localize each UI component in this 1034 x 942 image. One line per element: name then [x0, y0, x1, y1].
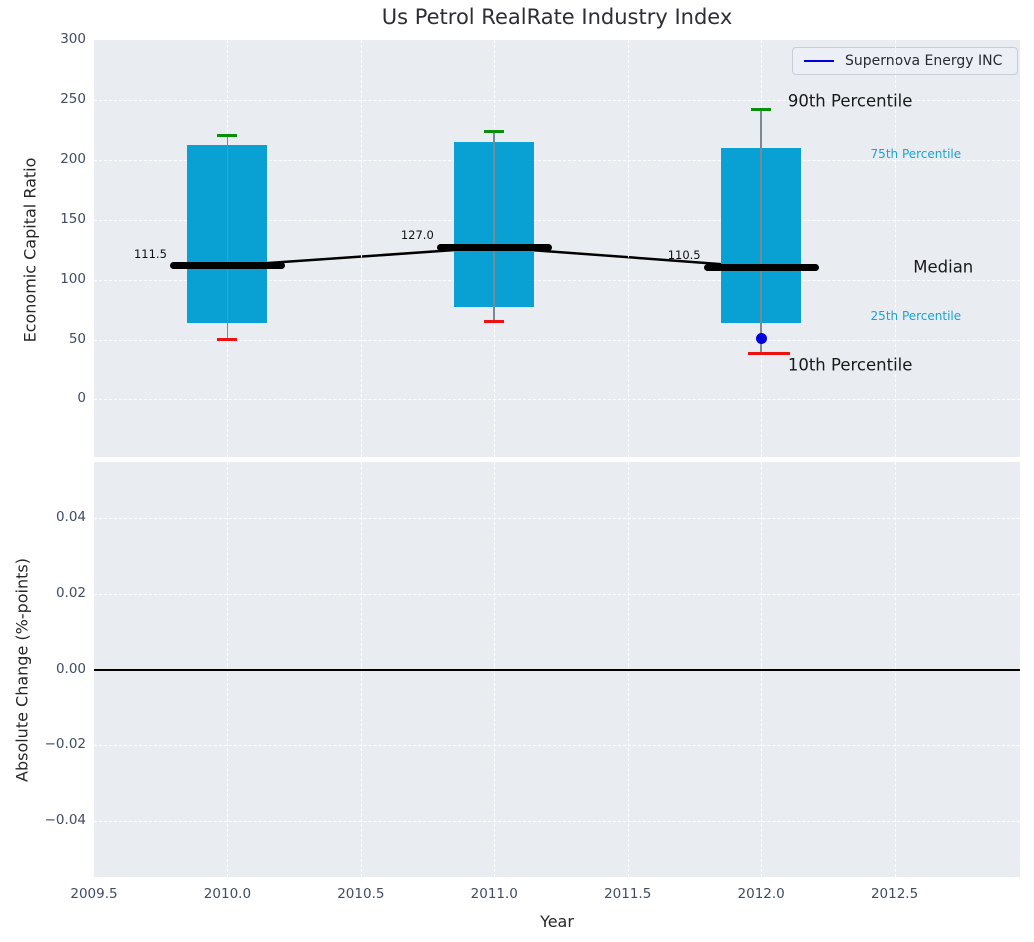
top-y-tick-label: 0: [77, 390, 86, 407]
p90-cap: [217, 134, 238, 138]
annotation-10th-percentile: 10th Percentile: [787, 355, 913, 375]
bottom-y-tick-label: 0.00: [55, 660, 86, 677]
top-y-tick-label: 250: [60, 90, 86, 107]
bottom-y-tick-label: 0.02: [55, 584, 86, 601]
p10-cap: [484, 320, 505, 324]
median-value-label: 111.5: [133, 246, 167, 261]
p10-cap: [217, 338, 238, 342]
x-tick-label: 2011.0: [470, 886, 518, 902]
x-axis-label: Year: [540, 912, 574, 931]
x-tick-label: 2011.5: [604, 886, 652, 902]
chart-title: Us Petrol RealRate Industry Index: [381, 5, 733, 29]
legend-label: Supernova Energy INC: [845, 53, 1003, 69]
top-y-tick-label: 300: [60, 31, 86, 47]
gridline-horizontal: [94, 820, 1020, 822]
bottom-y-tick-label: −0.02: [44, 736, 86, 753]
annotation-25th-percentile: 25th Percentile: [870, 308, 962, 323]
legend-line-swatch: [804, 60, 834, 62]
bottom-y-tick-label: −0.04: [44, 811, 86, 828]
company-point: [755, 332, 767, 344]
gridline-horizontal: [94, 159, 1020, 161]
whisker-line: [760, 109, 762, 354]
x-tick-label: 2009.5: [70, 886, 118, 902]
annotation-median: Median: [913, 257, 974, 277]
median-value-label: 110.5: [667, 248, 701, 263]
annotation-90th-percentile: 90th Percentile: [787, 91, 913, 111]
x-tick-label: 2012.0: [737, 886, 785, 902]
x-tick-label: 2010.5: [337, 886, 385, 902]
whisker-line: [493, 131, 496, 322]
top-y-tick-label: 100: [60, 270, 86, 287]
gridline-horizontal: [94, 99, 1020, 101]
x-tick-label: 2010.0: [203, 886, 252, 902]
top-y-tick-label: 200: [60, 150, 86, 167]
gridline-horizontal: [94, 518, 1020, 520]
gridline-horizontal: [94, 339, 1020, 341]
gridline-horizontal: [94, 219, 1020, 221]
median-value-label: 127.0: [400, 228, 434, 243]
median-bar: [169, 262, 285, 270]
p90-cap: [484, 129, 505, 133]
x-tick-label: 2012.5: [870, 886, 919, 902]
bottom-plot-area: [94, 462, 1020, 877]
gridline-vertical: [360, 40, 362, 457]
median-bar: [703, 263, 819, 271]
median-bar: [436, 243, 552, 251]
top-plot-area: Supernova Energy INC 111.5 127.0 110.5 90th…: [94, 40, 1020, 457]
gridline-horizontal: [94, 593, 1020, 595]
p90-cap: [751, 108, 772, 111]
p10-cap: [748, 352, 791, 356]
bottom-y-tick-label: 0.04: [55, 509, 86, 526]
gridline-vertical: [894, 40, 896, 457]
gridline-vertical: [627, 40, 629, 457]
top-y-tick-label: 50: [68, 330, 86, 347]
annotation-75th-percentile: 75th Percentile: [870, 146, 962, 161]
top-y-axis-label: Economic Capital Ratio: [20, 157, 40, 343]
gridline-horizontal: [94, 279, 1020, 281]
whisker-line: [226, 135, 229, 340]
top-y-tick-label: 150: [60, 210, 86, 227]
legend-box: Supernova Energy INC: [792, 47, 1018, 75]
zero-line: [94, 668, 1020, 671]
gridline-horizontal: [94, 399, 1020, 401]
gridline-horizontal: [94, 745, 1020, 747]
